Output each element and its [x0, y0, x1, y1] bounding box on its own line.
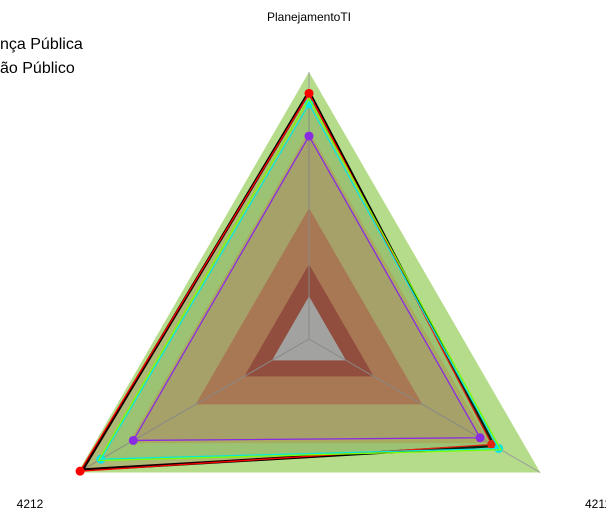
- marker: [128, 435, 138, 445]
- legend-label: nça Pública: [0, 36, 83, 53]
- marker: [304, 88, 314, 98]
- marker: [494, 443, 504, 453]
- marker: [96, 454, 106, 464]
- series-line: [97, 97, 503, 462]
- axis-line: [77, 338, 310, 473]
- axis-label: 4212: [17, 497, 44, 511]
- marker: [487, 439, 497, 449]
- marker: [475, 433, 485, 443]
- legend-label: ão Público: [0, 60, 75, 77]
- axis-label: 4211: [585, 497, 606, 511]
- series-line: [132, 134, 482, 442]
- series-line: [99, 102, 500, 460]
- marker: [304, 131, 314, 141]
- chart-title: PlanejamentoTI: [267, 10, 351, 24]
- marker: [75, 466, 85, 476]
